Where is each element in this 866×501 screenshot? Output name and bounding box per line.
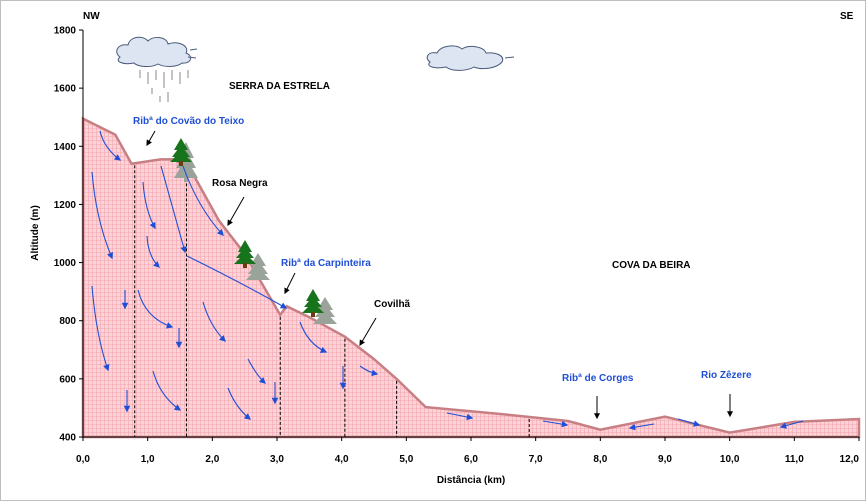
y-tick-label: 800 <box>59 316 76 327</box>
tree-icon <box>234 240 270 280</box>
y-tick-label: 1600 <box>54 84 77 95</box>
cloud-icon <box>116 36 198 67</box>
covilha-label: Covilhã <box>374 299 411 310</box>
flow-arrow <box>160 165 187 254</box>
x-tick-label: 6,0 <box>464 454 478 465</box>
flow-arrow <box>247 358 266 384</box>
flow-arrow <box>137 289 174 329</box>
cova-da-beira-label: COVA DA BEIRA <box>612 260 691 271</box>
x-tick-label: 2,0 <box>205 454 219 465</box>
flow-arrow <box>142 181 156 230</box>
flow-arrow <box>202 301 226 342</box>
flow-arrow <box>299 321 328 353</box>
x-tick-label: 10,0 <box>720 454 740 465</box>
flow-arrow <box>779 420 804 429</box>
x-tick-label: 5,0 <box>399 454 413 465</box>
y-tick-label: 1800 <box>54 26 77 37</box>
ribeira-da-carpinteira-pointer <box>284 272 296 295</box>
flow-arrow <box>186 255 288 309</box>
x-tick-label: 11,0 <box>785 454 804 465</box>
flow-arrow <box>446 412 474 421</box>
cloud-icon <box>426 45 515 71</box>
tree-icon <box>302 289 337 324</box>
y-tick-label: 600 <box>59 374 76 385</box>
rosa-negra-pointer <box>227 196 245 227</box>
rio-zezere-label: Rio Zêzere <box>701 370 752 381</box>
flow-arrow <box>359 365 379 377</box>
y-axis-title: Altitude (m) <box>30 205 41 261</box>
y-axis-ticks: 400 600 800 1000 1200 1400 1600 1800 <box>54 26 83 444</box>
y-tick-label: 1200 <box>54 200 77 211</box>
x-tick-label: 7,0 <box>529 454 543 465</box>
flow-arrow <box>182 165 224 236</box>
x-tick-label: 12,0 <box>840 454 860 465</box>
ribeira-da-carpinteira-label: Ribª da Carpinteira <box>281 258 371 269</box>
y-tick-label: 1000 <box>54 258 77 269</box>
flow-arrow <box>146 235 160 268</box>
rosa-negra-label: Rosa Negra <box>212 178 268 189</box>
x-tick-label: 0,0 <box>76 454 90 465</box>
covilha-pointer <box>359 317 377 347</box>
flow-arrow <box>91 285 110 372</box>
ribeira-covao-do-teixo-label: Ribª do Covão do Teixo <box>133 116 244 127</box>
flow-arrow <box>542 420 569 428</box>
y-tick-label: 1400 <box>54 142 77 153</box>
serra-da-estrela-label: SERRA DA ESTRELA <box>229 81 330 92</box>
x-axis-ticks: 0,0 1,0 2,0 3,0 4,0 5,0 6,0 7,0 8,0 9,0 10,0 11,0 12… <box>76 437 860 465</box>
x-tick-label: 1,0 <box>141 454 155 465</box>
water-flow-arrows <box>91 130 804 431</box>
flow-arrow <box>99 130 122 161</box>
x-tick-label: 8,0 <box>593 454 607 465</box>
x-tick-label: 3,0 <box>270 454 284 465</box>
x-axis-title: Distância (km) <box>437 475 505 486</box>
ribeira-de-corges-label: Ribª de Corges <box>562 373 634 384</box>
tree-icon <box>170 138 198 182</box>
flow-arrow <box>677 418 701 427</box>
flow-arrow <box>227 387 252 420</box>
terrain-profile <box>81 116 861 439</box>
y-tick-label: 400 <box>59 433 76 444</box>
direction-nw-label: NW <box>83 11 100 22</box>
direction-se-label: SE <box>840 11 854 22</box>
x-tick-label: 4,0 <box>335 454 349 465</box>
flow-arrow <box>91 171 113 260</box>
x-tick-label: 9,0 <box>658 454 672 465</box>
rain-icon <box>139 70 189 102</box>
flow-arrow <box>628 423 655 431</box>
boundary-dashed-lines <box>134 165 530 437</box>
flow-arrow <box>152 370 182 411</box>
ribeira-covao-do-teixo-pointer <box>146 130 156 147</box>
